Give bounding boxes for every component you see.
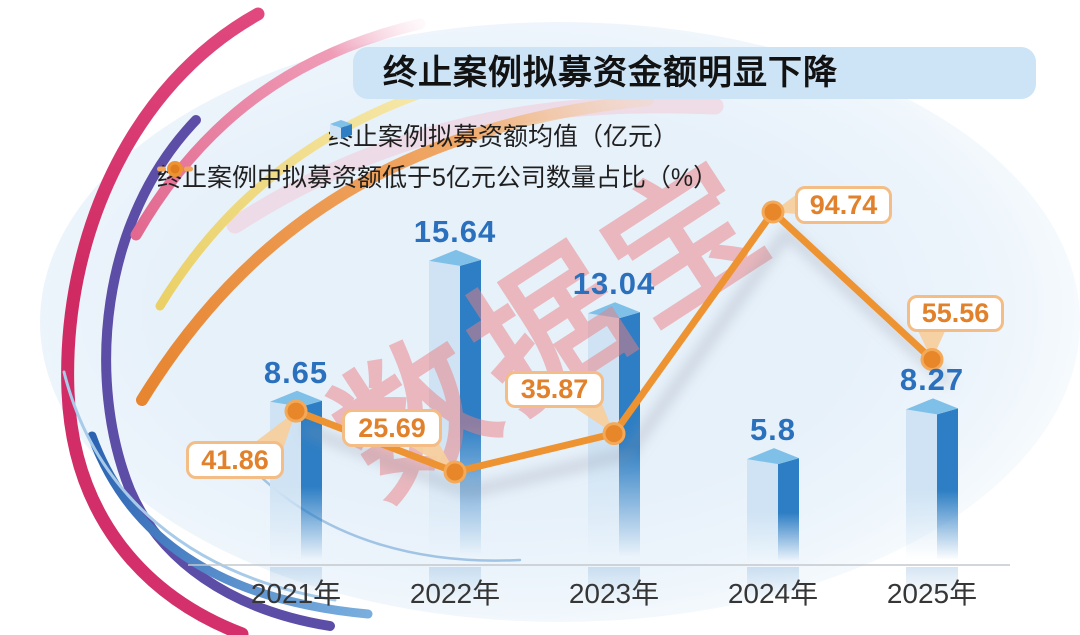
- chart-title-bar: 终止案例拟募资金额明显下降: [353, 47, 1036, 99]
- callout-2022-line-value: 25.69: [342, 409, 442, 447]
- x-axis-label-2023: 2023年: [568, 578, 660, 609]
- bar-reflection: [747, 567, 799, 599]
- bar-value-label-2023: 13.04: [572, 266, 656, 302]
- callout-pointer: [254, 411, 296, 449]
- line-data-point: [443, 460, 467, 484]
- callout-2025-line-value: 55.56: [907, 295, 1004, 332]
- bar-dark-face: [778, 458, 799, 565]
- bar-top-face: [270, 390, 322, 407]
- bar-reflection: [906, 567, 958, 599]
- line-data-point: [602, 422, 626, 446]
- bar-reflection: [429, 567, 481, 599]
- callout-2021-line-value: 41.86: [186, 441, 284, 479]
- bar-dark-face: [937, 408, 958, 565]
- line-data-point: [284, 399, 308, 423]
- callout-2023-line-value: 35.87: [505, 371, 604, 408]
- legend-bar-label: 终止案例拟募资额均值（亿元）: [328, 123, 679, 151]
- line-dot-icon: [157, 161, 193, 177]
- bar-reflection: [588, 567, 640, 599]
- bar-top-face: [906, 398, 958, 415]
- line-data-point: [761, 200, 785, 224]
- bar-top-face: [588, 302, 640, 319]
- line-data-point: [920, 347, 944, 371]
- legend-line-label: 终止案例中拟募资额低于5亿元公司数量占比（%）: [157, 164, 719, 192]
- bar-value-label-2022: 15.64: [413, 213, 497, 249]
- bar-light-face: [906, 409, 937, 565]
- callout-2024-line-value: 94.74: [795, 186, 892, 224]
- bar-top-face: [429, 249, 481, 266]
- bar-dark-face: [619, 312, 640, 565]
- x-axis-label-2025: 2025年: [886, 578, 978, 609]
- bar-value-label-2021: 8.65: [263, 354, 329, 390]
- legend-bar-series: 终止案例拟募资额均值（亿元）: [328, 117, 678, 153]
- bar-light-face: [747, 459, 778, 565]
- bar-top-face: [747, 448, 799, 465]
- bar-dark-face: [301, 400, 322, 565]
- chart-title: 终止案例拟募资金额明显下降: [383, 54, 838, 92]
- x-axis-label-2024: 2024年: [727, 578, 819, 609]
- callout-pointer: [918, 329, 946, 360]
- legend-line-series: 终止案例中拟募资额低于5亿元公司数量占比（%）: [157, 158, 718, 194]
- bar-value-label-2024: 5.8: [749, 412, 797, 448]
- x-axis-label-2022: 2022年: [409, 578, 501, 609]
- bar-value-label-2025: 8.27: [899, 362, 965, 398]
- x-axis-label-2021: 2021年: [250, 578, 342, 609]
- cube-icon: [330, 120, 352, 139]
- line-shadow: [303, 225, 953, 499]
- bar-reflection: [270, 567, 322, 599]
